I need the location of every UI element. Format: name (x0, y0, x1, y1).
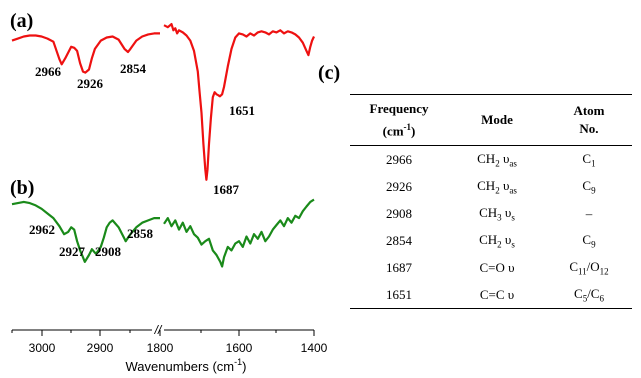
table-row: 2926 CH2 υas C9 (350, 173, 632, 200)
series-a-segment-1 (11, 32, 160, 74)
peak-label-2966: 2966 (35, 64, 62, 79)
table-header-row: Frequency (cm-1) Mode Atom No. (350, 94, 632, 146)
peak-label-2962: 2962 (29, 222, 55, 237)
table-row: 2966 CH2 υas C1 (350, 146, 632, 174)
panel-b-label: (b) (10, 177, 34, 199)
cell-mode: CH2 υas (477, 177, 517, 196)
x-tick-label: 1400 (301, 341, 328, 355)
table-body: 2966 CH2 υas C1 2926 CH2 υas C9 2908 CH3 υs – 285… (350, 146, 632, 309)
table-row: 2908 CH3 υs – (350, 200, 632, 227)
peak-label-1651: 1651 (229, 103, 255, 118)
cell-mode: C=O υ (479, 259, 515, 275)
cell-atom: C1 (582, 150, 596, 169)
series-a-segment-2 (163, 23, 315, 181)
cell-frequency: 2908 (386, 205, 412, 221)
cell-frequency: 2854 (386, 232, 412, 248)
cell-frequency: 2926 (386, 178, 412, 194)
cell-atom: – (585, 205, 593, 221)
peak-label-2927: 2927 (59, 244, 86, 259)
x-tick-label: 3000 (29, 341, 56, 355)
x-axis-title: Wavenumbers (cm-1) (126, 357, 247, 374)
header-atom: Atom No. (573, 103, 605, 136)
peak-label-2908: 2908 (95, 244, 122, 259)
series-b-segment-1 (11, 200, 160, 263)
cell-mode: C=C υ (479, 286, 515, 302)
series-layer (11, 23, 315, 268)
x-tick-label: 2900 (87, 341, 114, 355)
cell-atom: C9 (582, 177, 596, 196)
header-frequency: Frequency (cm-1) (369, 100, 429, 139)
x-axis: // 3000 2900 1800 1600 1400 Wavenumbers (cm-… (11, 323, 328, 374)
cell-frequency: 1687 (386, 259, 412, 275)
x-tick-label: 1800 (147, 341, 174, 355)
peak-label-2926: 2926 (77, 76, 104, 91)
peak-label-2858: 2858 (127, 226, 154, 241)
cell-frequency: 2966 (386, 151, 412, 167)
cell-frequency: 1651 (386, 286, 412, 302)
series-b-segment-2 (163, 198, 315, 268)
table-row: 2854 CH2 υs C9 (350, 227, 632, 254)
table-row: 1651 C=C υ C5/C6 (350, 281, 632, 309)
panel-a-label: (a) (10, 10, 33, 32)
cell-atom: C9 (582, 231, 596, 250)
peak-label-1687: 1687 (213, 182, 240, 197)
peak-label-2854: 2854 (120, 61, 147, 76)
annotation-layer: 2966 2926 2854 1651 1687 2962 2927 2908 2858 (29, 61, 255, 259)
cell-atom: C11/O12 (569, 258, 609, 277)
cell-mode: CH2 υs (479, 231, 515, 250)
cell-mode: CH2 υas (477, 150, 517, 169)
table-row: 1687 C=O υ C11/O12 (350, 254, 632, 281)
cell-atom: C5/C6 (574, 285, 604, 304)
x-tick-label: 1600 (226, 341, 253, 355)
cell-mode: CH3 υs (479, 204, 515, 223)
header-mode: Mode (481, 112, 513, 127)
assignment-table: Frequency (cm-1) Mode Atom No. 2966 CH2 υas… (350, 94, 632, 309)
x-tick-layer: 3000 2900 1800 1600 1400 (11, 330, 328, 355)
axis-break-marker: // (154, 323, 163, 337)
panel-c-label: (c) (318, 62, 341, 84)
